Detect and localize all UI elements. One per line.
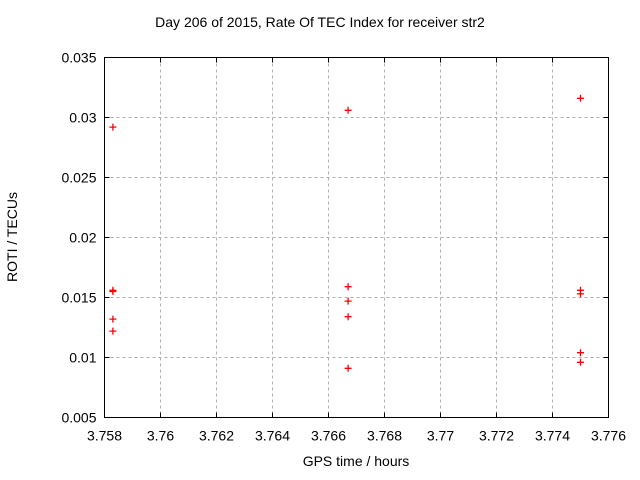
x-tick-label: 3.774 — [535, 428, 570, 444]
x-tick-label: 3.76 — [147, 428, 174, 444]
y-tick-label: 0.015 — [61, 290, 96, 306]
y-tick-label: 0.005 — [61, 410, 96, 426]
x-tick-label: 3.762 — [199, 428, 234, 444]
x-tick-label: 3.77 — [427, 428, 454, 444]
data-point-marker — [577, 290, 584, 298]
x-axis-label: GPS time / hours — [302, 453, 410, 469]
y-tick-label: 0.01 — [69, 350, 96, 366]
data-point-marker — [109, 327, 117, 335]
data-point-marker — [344, 313, 352, 321]
y-tick-label: 0.02 — [69, 230, 96, 246]
y-tick-label: 0.035 — [61, 50, 96, 66]
x-tick-label: 3.768 — [367, 428, 402, 444]
x-tick-label: 3.776 — [591, 428, 626, 444]
data-point-marker — [344, 364, 352, 372]
chart-title: Day 206 of 2015, Rate Of TEC Index for r… — [155, 14, 485, 30]
data-point-marker — [577, 94, 584, 102]
data-point-marker — [109, 315, 117, 323]
y-tick-label: 0.03 — [69, 110, 96, 126]
x-tick-label: 3.766 — [311, 428, 346, 444]
data-point-marker — [344, 283, 352, 291]
data-point-marker — [344, 297, 352, 305]
data-point-marker — [577, 358, 584, 366]
data-point-marker — [109, 288, 117, 295]
x-tick-label: 3.764 — [255, 428, 290, 444]
x-tick-label: 3.758 — [87, 428, 122, 444]
y-tick-label: 0.025 — [61, 170, 96, 186]
data-point-marker — [109, 123, 117, 131]
x-tick-label: 3.772 — [479, 428, 514, 444]
data-point-marker — [344, 106, 352, 114]
data-point-marker — [577, 349, 584, 357]
